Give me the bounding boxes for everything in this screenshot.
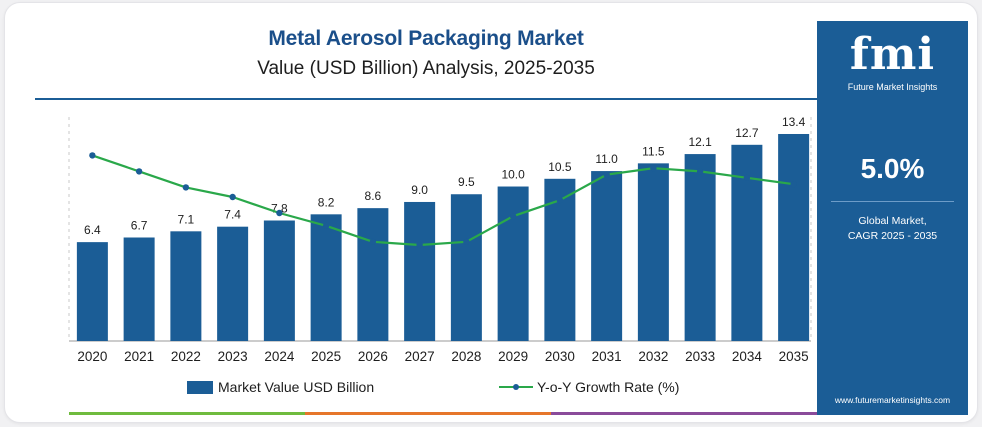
legend-bar-swatch <box>187 380 213 394</box>
x-tick-label-2029: 2029 <box>498 349 528 364</box>
x-tick-label-2028: 2028 <box>451 349 481 364</box>
bar-2028 <box>450 194 482 341</box>
x-tick-label-2031: 2031 <box>592 349 622 364</box>
cagr-value: 5.0% <box>860 153 925 184</box>
x-tick-label-2034: 2034 <box>732 349 763 364</box>
bar-2020 <box>76 242 108 341</box>
bar-value-label-2027: 9.0 <box>411 183 428 197</box>
growth-point-2035 <box>790 181 797 188</box>
cagr-label-line1: Global Market, <box>858 215 927 227</box>
growth-point-2020 <box>89 152 96 159</box>
bar-2033 <box>684 154 716 341</box>
bar-2024 <box>263 220 295 341</box>
x-tick-label-2021: 2021 <box>124 349 154 364</box>
growth-point-2032 <box>650 165 657 172</box>
bar-2026 <box>357 208 389 341</box>
bar-value-label-2031: 11.0 <box>595 152 618 166</box>
growth-point-2029 <box>509 213 517 220</box>
website-link[interactable]: www.futuremarketinsights.com <box>834 395 951 405</box>
chart-card: Metal Aerosol Packaging Market Value (US… <box>4 2 978 423</box>
fmi-logo: fmi <box>849 29 936 80</box>
cagr-label-line2: CAGR 2025 - 2035 <box>847 230 938 242</box>
bar-value-label-2023: 7.4 <box>224 208 241 222</box>
chart-subtitle: Value (USD Billion) Analysis, 2025-2035 <box>257 58 595 79</box>
growth-point-2024 <box>276 209 283 217</box>
x-tick-label-2030: 2030 <box>545 349 575 364</box>
bar-value-label-2034: 12.7 <box>735 126 759 140</box>
bar-value-label-2035: 13.4 <box>782 115 806 129</box>
x-tick-label-2027: 2027 <box>405 349 435 364</box>
chart-title: Metal Aerosol Packaging Market <box>268 27 584 50</box>
brand-panel: fmi Future Market Insights 5.0% Global M… <box>817 21 968 415</box>
bar-2027 <box>404 201 436 341</box>
growth-point-2026 <box>369 238 377 245</box>
bar-2025 <box>310 214 342 341</box>
bar-2034 <box>731 144 763 341</box>
growth-point-2028 <box>463 238 470 245</box>
panel-divider <box>831 201 954 202</box>
bar-value-label-2028: 9.5 <box>458 175 475 189</box>
bar-2029 <box>497 186 529 341</box>
accent-bar-orange <box>305 412 551 415</box>
growth-point-2025 <box>322 222 330 229</box>
bar-value-label-2029: 10.0 <box>501 168 525 182</box>
bar-2032 <box>637 163 669 341</box>
bar-value-label-2026: 8.6 <box>365 189 382 203</box>
legend-item-market-value: Market Value USD Billion <box>187 377 374 397</box>
x-tick-label-2026: 2026 <box>358 349 388 364</box>
growth-rate-line <box>92 154 794 247</box>
x-tick-label-2025: 2025 <box>311 349 341 364</box>
bar-2021 <box>123 237 155 341</box>
bar-2030 <box>544 178 576 341</box>
growth-point-2034 <box>743 174 751 181</box>
legend-label-growth-rate: Y-o-Y Growth Rate (%) <box>537 379 680 395</box>
bar-2035 <box>778 133 810 341</box>
growth-point-2031 <box>603 171 610 178</box>
bar-value-label-2025: 8.2 <box>318 195 335 209</box>
bar-value-label-2020: 6.4 <box>84 223 101 237</box>
x-tick-label-2032: 2032 <box>638 349 668 364</box>
bar-value-label-2030: 10.5 <box>548 160 572 174</box>
legend-label-market-value: Market Value USD Billion <box>218 379 375 395</box>
cagr-label: Global Market, CAGR 2025 - 2035 <box>817 214 968 244</box>
bar-value-label-2021: 6.7 <box>131 218 148 232</box>
bar-2031 <box>591 171 623 341</box>
legend-line-swatch <box>499 380 533 394</box>
x-tick-label-2024: 2024 <box>264 349 295 364</box>
x-tick-label-2035: 2035 <box>779 349 809 364</box>
x-tick-label-2033: 2033 <box>685 349 715 364</box>
legend-item-growth-rate: Y-o-Y Growth Rate (%) <box>499 377 679 397</box>
x-tick-label-2022: 2022 <box>171 349 201 364</box>
growth-point-2030 <box>556 197 564 204</box>
x-tick-label-2020: 2020 <box>77 349 107 364</box>
chart-frame: Metal Aerosol Packaging Market Value (US… <box>35 21 968 415</box>
growth-point-2023 <box>229 193 236 201</box>
bar-value-label-2022: 7.1 <box>178 212 195 226</box>
bar-value-label-2033: 12.1 <box>688 135 712 149</box>
x-tick-label-2023: 2023 <box>218 349 248 364</box>
logo-subtitle: Future Market Insights <box>847 82 938 92</box>
growth-point-2021 <box>135 168 143 175</box>
accent-bar-green <box>69 412 305 415</box>
chart-plot: 6.420206.720217.120227.420237.820248.220… <box>68 115 812 364</box>
growth-point-2027 <box>416 241 423 249</box>
title-divider <box>35 98 817 100</box>
accent-bar-purple <box>551 412 817 415</box>
bar-2023 <box>217 226 249 341</box>
growth-point-2033 <box>696 168 704 175</box>
bar-2022 <box>170 231 202 341</box>
growth-point-2022 <box>182 184 190 191</box>
bar-value-label-2032: 11.5 <box>642 144 665 158</box>
